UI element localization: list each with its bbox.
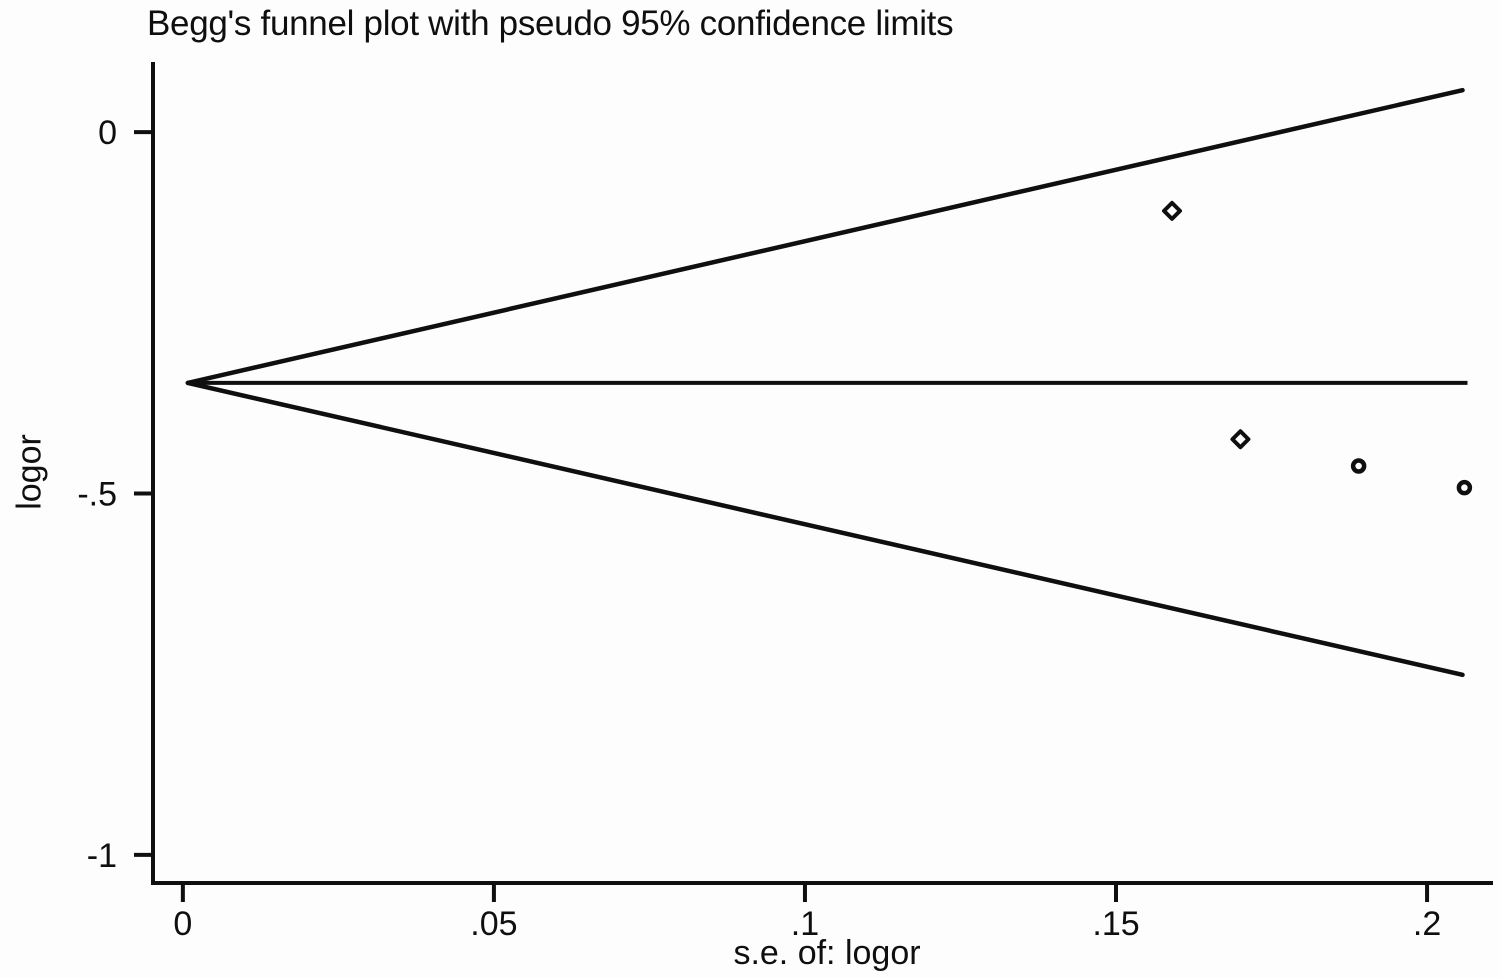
y-axis-label: logor: [10, 434, 49, 510]
x-tick-label: 0: [173, 905, 192, 943]
y-tick-label: -.5: [77, 475, 117, 513]
funnel-lower-limit-line: [185, 380, 1465, 678]
y-tick-label: -1: [87, 837, 117, 875]
x-tick-label: .05: [470, 905, 517, 943]
chart-title: Begg's funnel plot with pseudo 95% confi…: [147, 4, 954, 43]
data-point-circle: [1456, 479, 1473, 496]
data-point-diamond: [1230, 429, 1251, 450]
x-tick-label: .1: [791, 905, 819, 943]
x-tick-label: .2: [1413, 905, 1441, 943]
x-axis-label: s.e. of: logor: [733, 934, 921, 972]
funnel-upper-limit-line: [185, 87, 1465, 386]
y-tick-label: 0: [98, 114, 117, 152]
data-point-circle: [1350, 458, 1367, 474]
data-point-diamond: [1162, 200, 1182, 221]
x-tick-label: .15: [1092, 905, 1139, 943]
